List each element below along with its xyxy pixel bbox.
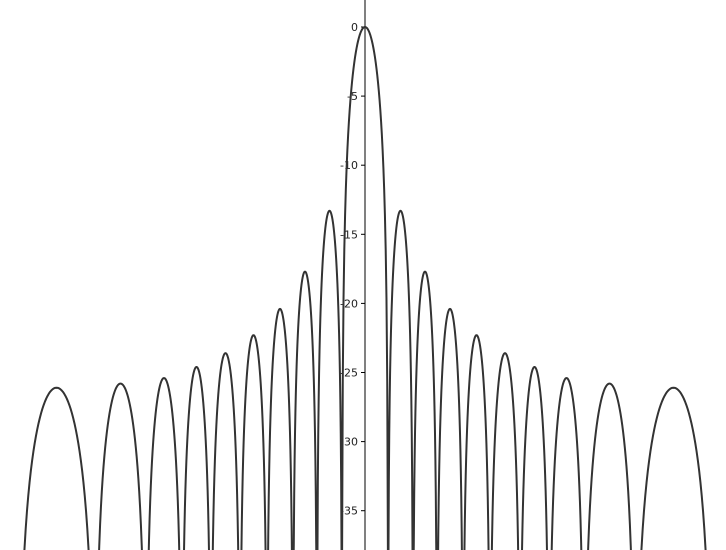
y-tick-label: -25 [340, 367, 358, 380]
y-tick-label: -35 [340, 505, 358, 518]
y-tick-label: -10 [340, 159, 358, 172]
y-tick-label: 0 [351, 21, 358, 34]
y-tick-label: -15 [340, 228, 358, 241]
y-tick-label: -30 [340, 436, 358, 449]
y-tick-label: -5 [347, 90, 358, 103]
series-line [23, 26, 707, 550]
y-ticks: 0 -5 -10 -15 -20 -25 -30 -35 [340, 21, 365, 518]
y-tick-label: -20 [340, 297, 358, 310]
series-curve [23, 26, 707, 550]
